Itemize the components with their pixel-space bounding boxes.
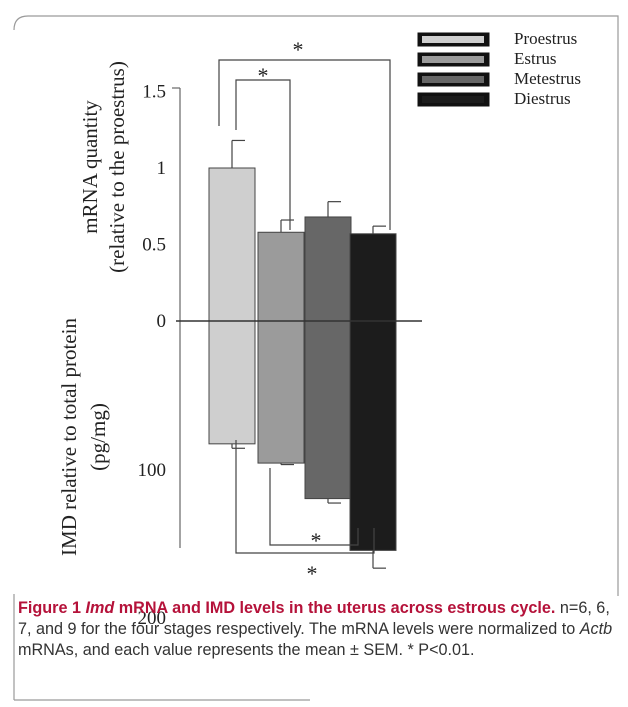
y-tick-label-top: 0.5 [142, 235, 166, 256]
y-axis-label-bottom-line1: IMD relative to total protein [57, 318, 81, 556]
legend-label-metestrus: Metestrus [514, 69, 581, 88]
bar-bottom-estrus [257, 320, 305, 464]
bar-bottom-proestrus [208, 320, 256, 445]
caption-title: mRNA and IMD levels in the uterus across… [114, 599, 556, 617]
y-tick-label-top: 1.5 [142, 82, 166, 103]
y-tick-label-bottom: 200 [138, 608, 167, 629]
significance-star-bottom-outer: * [307, 561, 318, 586]
significance-star-top-outer: * [293, 37, 304, 62]
bar-top-proestrus [208, 167, 256, 322]
bar-top-estrus [257, 231, 305, 322]
bar-bottom-metestrus [304, 320, 352, 500]
legend-swatch-fill-diestrus [422, 96, 484, 103]
legend-label-diestrus: Diestrus [514, 89, 571, 108]
caption-gene: Actb [579, 620, 613, 638]
frame-border [13, 15, 619, 596]
y-axis-label-top-line2: (relative to the proestrus) [105, 61, 129, 273]
legend-swatch-fill-proestrus [422, 36, 484, 43]
y-axis-label-top-line1: mRNA quantity [78, 100, 102, 234]
bar-top-metestrus [304, 216, 352, 322]
significance-star-bottom-inner: * [311, 528, 322, 553]
caption-text-1: n=6, 6, 7, and 9 for the four stages res… [18, 599, 610, 638]
legend-swatch-fill-estrus [422, 56, 484, 63]
legend-label-estrus: Estrus [514, 49, 557, 68]
significance-bracket-bottom-inner [269, 468, 359, 546]
y-tick-label-top: 0 [157, 311, 167, 332]
bar-top-diestrus [349, 233, 397, 322]
legend-label-proestrus: Proestrus [514, 29, 577, 48]
bar-bottom-diestrus [349, 320, 397, 551]
caption-figure-label: Figure 1 [18, 599, 81, 617]
y-tick-label-top: 1 [157, 158, 167, 179]
caption-title-gene: Imd [85, 599, 115, 617]
significance-bracket-top-inner [235, 79, 291, 230]
legend-swatch-fill-metestrus [422, 76, 484, 83]
caption-text-2: mRNAs, and each value represents the mea… [18, 641, 475, 659]
figure-caption: Figure 1 Imd mRNA and IMD levels in the … [18, 598, 618, 661]
y-axis-label-bottom-line2: (pg/mg) [86, 403, 110, 471]
significance-star-top-inner: * [258, 63, 269, 88]
significance-bracket-top-outer [218, 59, 391, 230]
significance-bracket-bottom-outer [235, 440, 375, 554]
y-tick-label-bottom: 100 [138, 460, 167, 481]
